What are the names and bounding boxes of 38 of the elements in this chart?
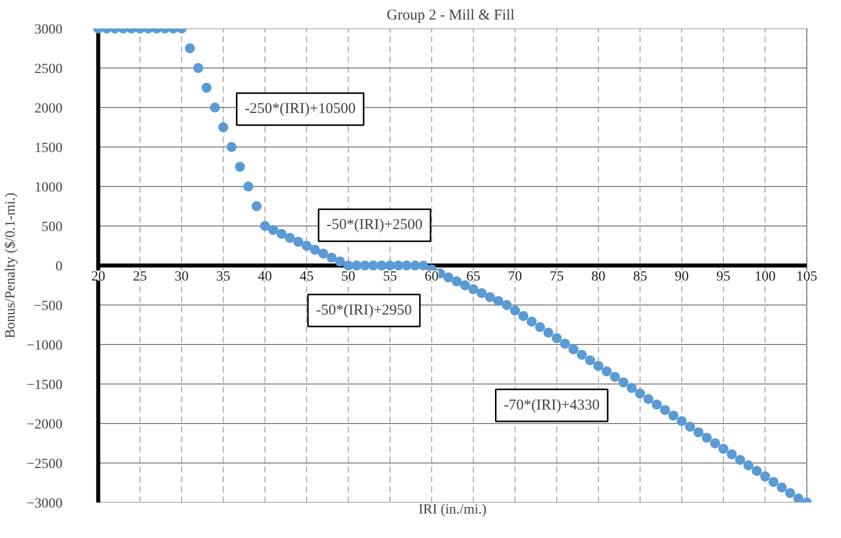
- x-tick-label: 25: [132, 270, 147, 284]
- y-tick-label: 3000: [34, 22, 62, 38]
- x-tick-label: 50: [341, 270, 356, 284]
- annotation: -70*(IRI)+4330: [504, 397, 600, 414]
- x-axis-title: IRI (in./mi.): [418, 502, 487, 518]
- y-axis-title: Bonus/Penalty ($/0.1-mi.): [4, 192, 19, 338]
- x-tick-label: 100: [754, 270, 776, 284]
- y-tick-label: −2000: [26, 418, 63, 432]
- annotation: -250*(IRI)+10500: [244, 101, 356, 118]
- x-tick-label: 20: [91, 270, 106, 284]
- y-tick-label: 500: [42, 220, 62, 235]
- y-tick-label: 2000: [34, 102, 62, 116]
- x-tick-label: 75: [550, 270, 564, 284]
- chart-title: Group 2 - Mill & Fill: [386, 8, 515, 24]
- x-tick-label: 95: [716, 270, 730, 284]
- x-tick-label: 40: [258, 270, 272, 284]
- x-tick-label: 105: [796, 270, 818, 284]
- x-tick-label: 45: [300, 270, 314, 284]
- x-tick-label: 65: [466, 270, 480, 284]
- y-tick-label: −1000: [26, 338, 63, 354]
- y-tick-label: −1500: [26, 378, 63, 393]
- x-tick-label: 30: [174, 270, 189, 284]
- annotation: -50*(IRI)+2950: [316, 302, 412, 319]
- y-tick-label: 0: [56, 260, 62, 274]
- y-tick-label: 1000: [34, 180, 62, 196]
- y-tick-label: −2500: [26, 457, 63, 472]
- y-tick-label: −500: [34, 299, 63, 314]
- annotation: -50*(IRI)+2500: [326, 217, 423, 234]
- x-tick-label: 60: [424, 270, 439, 284]
- y-tick-label: 1500: [34, 141, 62, 156]
- x-tick-label: 35: [216, 270, 230, 284]
- x-tick-label: 80: [591, 270, 606, 284]
- x-tick-label: 85: [633, 270, 648, 284]
- x-tick-label: 70: [508, 270, 522, 284]
- x-tick-label: 55: [382, 270, 397, 284]
- x-tick-label: 90: [674, 270, 689, 284]
- y-tick-label: −3000: [26, 496, 63, 512]
- y-tick-label: 2500: [34, 62, 62, 77]
